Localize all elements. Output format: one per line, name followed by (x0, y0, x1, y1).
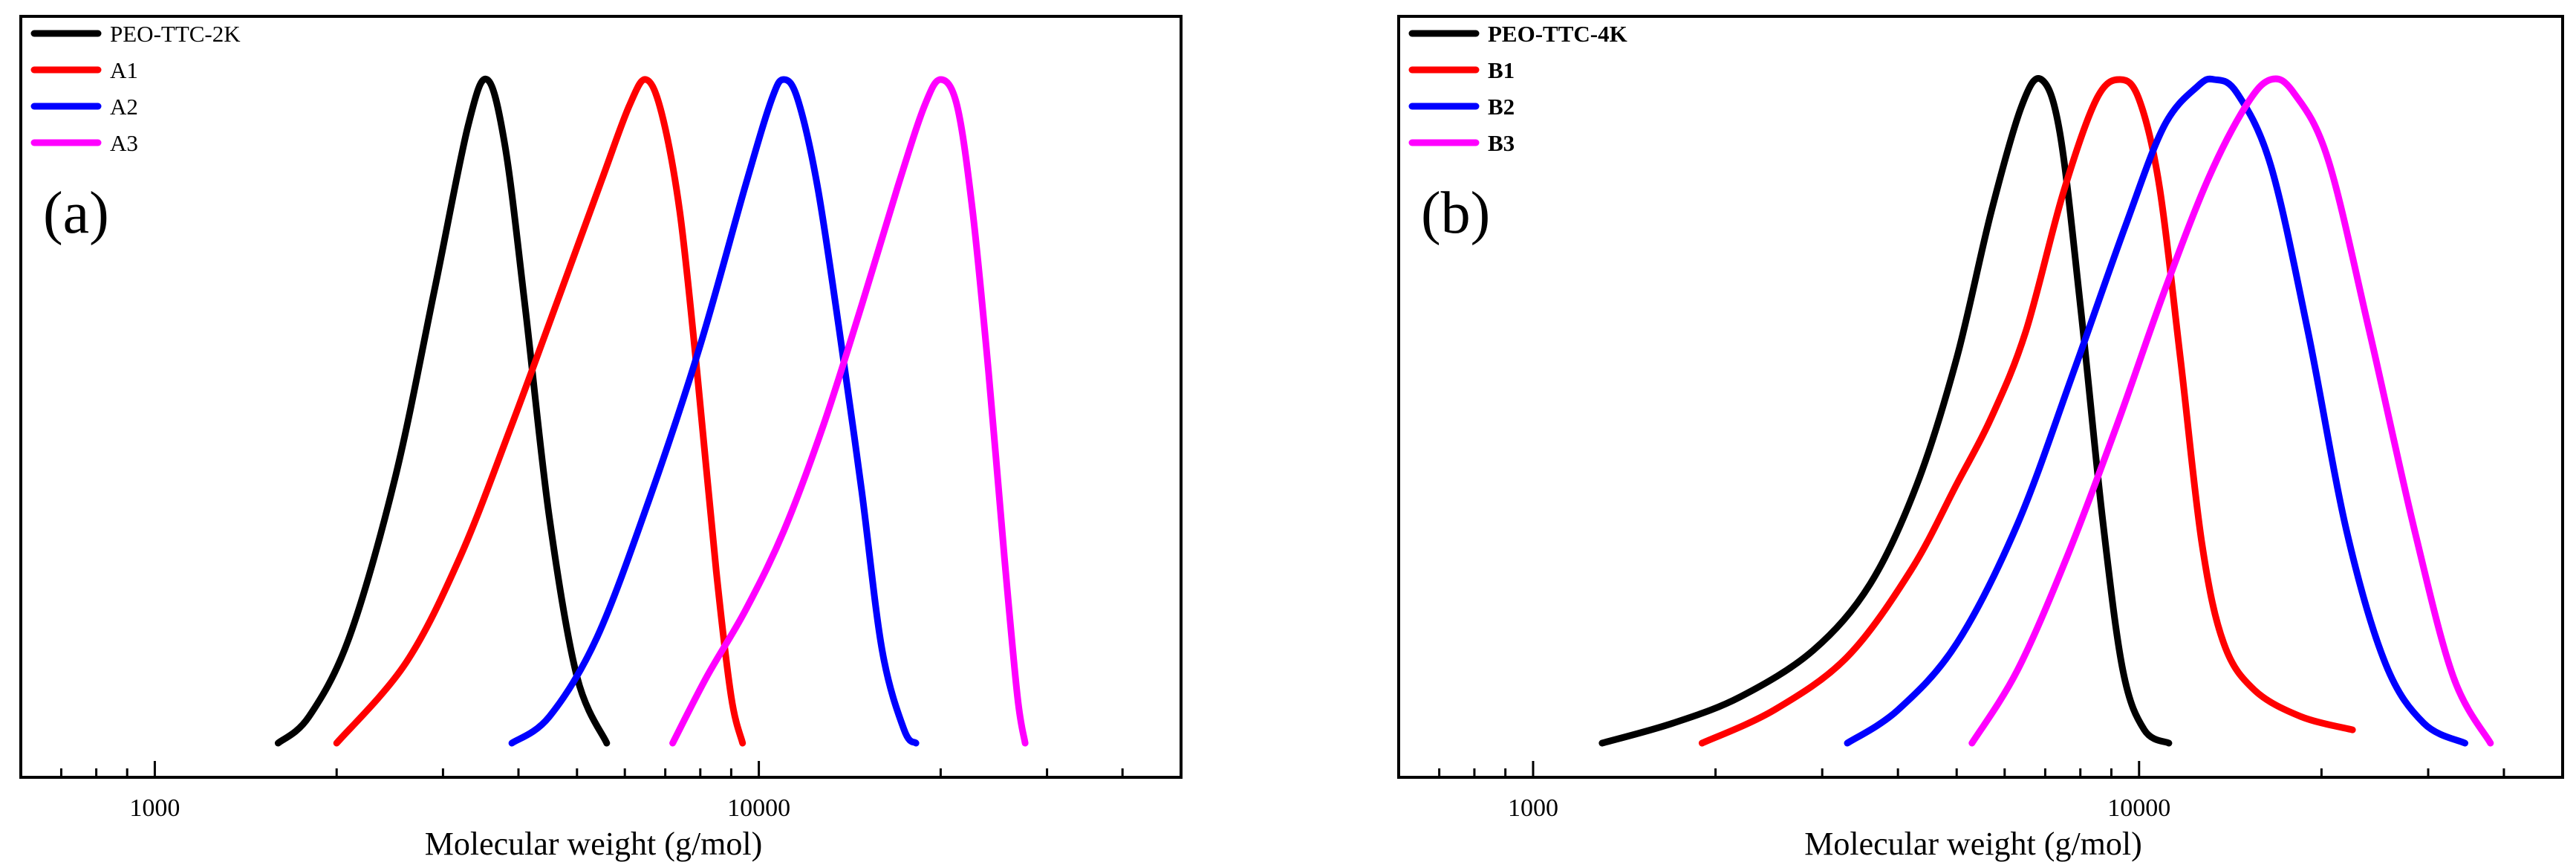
legend-label: PEO-TTC-2K (110, 21, 241, 47)
legend-label: A2 (110, 94, 138, 120)
x-tick-label: 1000 (129, 794, 180, 822)
legend-label: B3 (1488, 130, 1515, 156)
legend-label: B2 (1488, 94, 1515, 120)
x-tick-label: 10000 (727, 794, 790, 822)
chart-panel-a: 1000 10000 Molecular weight (g/mol) (a) PEO-… (19, 15, 1183, 862)
chart-panel-b: 1000 10000 Molecular weight (g/mol) (b) PEO-… (1397, 15, 2564, 862)
panel-label: (a) (43, 181, 109, 246)
x-axis-title: Molecular weight (g/mol) (1804, 826, 2142, 862)
series-line-peo-ttc-4k (1598, 75, 2173, 747)
legend-label: PEO-TTC-4K (1488, 21, 1627, 47)
series-line-peo-ttc-2k (274, 75, 611, 747)
series-line-b2 (1844, 75, 2468, 747)
legend-label: A1 (110, 57, 138, 83)
plot-frame (1397, 15, 2564, 779)
x-tick-label: 10000 (2107, 794, 2170, 822)
x-axis-title: Molecular weight (g/mol) (425, 826, 763, 862)
plot-frame (19, 15, 1183, 779)
series-line-b3 (1968, 75, 2494, 747)
series-line-a2 (508, 76, 920, 747)
x-tick-label: 1000 (1508, 794, 1558, 822)
legend-label: A3 (110, 130, 138, 156)
legend-label: B1 (1488, 57, 1515, 83)
series-line-b1 (1698, 76, 2356, 747)
panel-label: (b) (1421, 181, 1490, 246)
series-line-a1 (333, 76, 747, 747)
series-line-a3 (669, 76, 1029, 747)
